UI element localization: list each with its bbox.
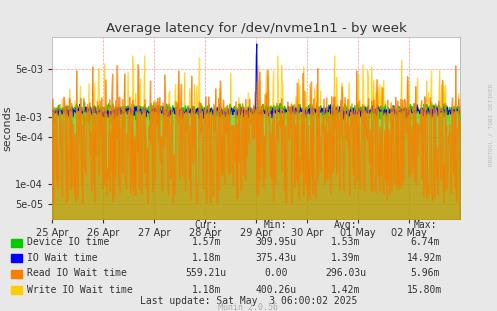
Text: 1.18m: 1.18m [191, 253, 221, 263]
Text: Max:: Max: [413, 220, 437, 230]
Text: 1.53m: 1.53m [331, 237, 360, 247]
Text: Munin 2.0.56: Munin 2.0.56 [219, 303, 278, 311]
Text: Cur:: Cur: [194, 220, 218, 230]
Text: Min:: Min: [264, 220, 288, 230]
Text: 1.39m: 1.39m [331, 253, 360, 263]
Text: Read IO Wait time: Read IO Wait time [27, 268, 127, 278]
Text: 296.03u: 296.03u [325, 268, 366, 278]
Text: 1.18m: 1.18m [191, 285, 221, 295]
Text: 14.92m: 14.92m [408, 253, 442, 263]
Text: 309.95u: 309.95u [255, 237, 296, 247]
Text: 6.74m: 6.74m [410, 237, 440, 247]
Title: Average latency for /dev/nvme1n1 - by week: Average latency for /dev/nvme1n1 - by we… [105, 22, 407, 35]
Text: RRDTOOL / TOBI OETIKER: RRDTOOL / TOBI OETIKER [489, 83, 494, 166]
Text: 1.57m: 1.57m [191, 237, 221, 247]
Text: 559.21u: 559.21u [186, 268, 227, 278]
Text: IO Wait time: IO Wait time [27, 253, 98, 263]
Text: Write IO Wait time: Write IO Wait time [27, 285, 133, 295]
Y-axis label: seconds: seconds [2, 105, 12, 151]
Text: 400.26u: 400.26u [255, 285, 296, 295]
Text: 375.43u: 375.43u [255, 253, 296, 263]
Text: Avg:: Avg: [333, 220, 357, 230]
Text: 5.96m: 5.96m [410, 268, 440, 278]
Text: Last update: Sat May  3 06:00:02 2025: Last update: Sat May 3 06:00:02 2025 [140, 296, 357, 306]
Text: 15.80m: 15.80m [408, 285, 442, 295]
Text: Device IO time: Device IO time [27, 237, 109, 247]
Text: 1.42m: 1.42m [331, 285, 360, 295]
Text: 0.00: 0.00 [264, 268, 288, 278]
